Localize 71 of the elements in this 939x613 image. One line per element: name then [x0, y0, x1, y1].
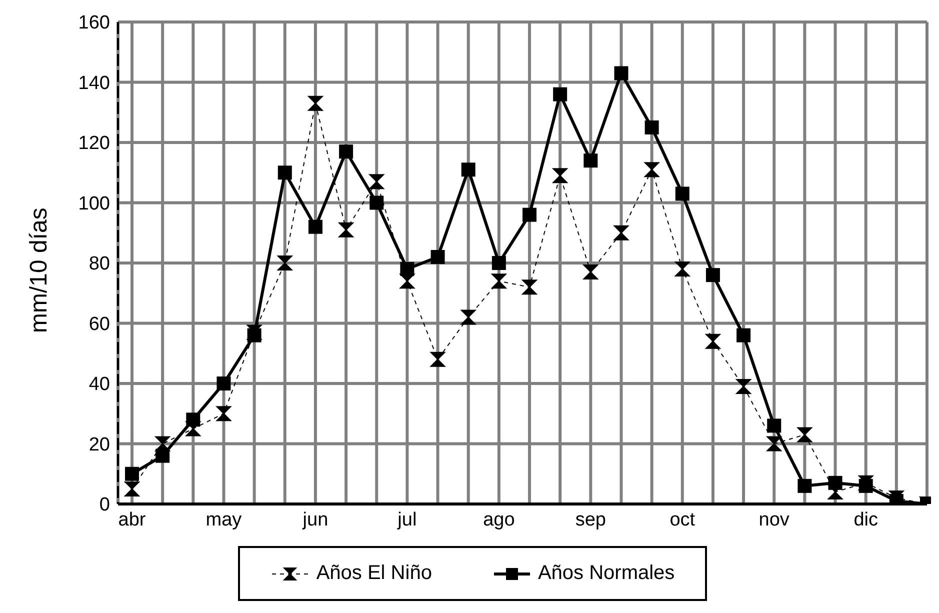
y-tick-label: 120 [78, 133, 110, 154]
point [644, 162, 660, 178]
point [522, 208, 536, 222]
x-tick-label: ago [483, 509, 515, 530]
point [369, 174, 384, 190]
point [186, 421, 201, 436]
point [584, 154, 598, 168]
point [246, 324, 262, 340]
point [674, 262, 690, 277]
point [675, 186, 690, 201]
point [278, 166, 292, 180]
x-tick-label: jun [302, 509, 328, 530]
point [186, 412, 200, 427]
x-tick-label: oct [670, 509, 696, 530]
point [766, 436, 782, 452]
point [308, 220, 322, 234]
y-tick-label: 140 [78, 72, 110, 94]
point [644, 120, 659, 134]
point [491, 274, 506, 289]
point [277, 256, 292, 270]
point [828, 484, 843, 500]
point [125, 466, 139, 481]
point [155, 436, 170, 452]
point [216, 376, 231, 390]
point [522, 280, 537, 295]
point [797, 427, 812, 442]
y-tick-label: 20 [88, 434, 110, 456]
point [614, 225, 629, 240]
x-tick-label: abr [118, 509, 146, 530]
point [370, 196, 384, 210]
legend-label: Años El Niño [316, 562, 432, 585]
point [400, 262, 414, 276]
point [736, 379, 752, 394]
point [247, 328, 262, 342]
y-tick-label: 160 [78, 12, 110, 34]
y-tick-label: 100 [78, 193, 110, 214]
point [858, 478, 873, 493]
x-tick-label: may [206, 509, 242, 530]
point [614, 66, 628, 80]
point [583, 264, 598, 280]
y-tick-label: 40 [88, 374, 110, 396]
x-tick-label: dic [854, 509, 878, 530]
point [552, 168, 568, 184]
y-axis-title: mm/10 días [26, 208, 53, 333]
point [828, 476, 842, 490]
point [430, 352, 446, 367]
point [124, 481, 140, 496]
point [798, 478, 812, 493]
point [216, 406, 232, 422]
point [705, 334, 720, 349]
point [338, 222, 354, 238]
y-tick-label: 60 [88, 314, 110, 335]
y-tick-label: 0 [99, 494, 110, 516]
y-tick-label: 80 [88, 254, 110, 275]
x-tick-label: nov [758, 509, 790, 530]
point [460, 310, 476, 325]
x-tick-label: jul [396, 509, 417, 530]
point [461, 162, 476, 177]
point [706, 268, 720, 282]
point [767, 418, 782, 433]
x-tick-label: sep [575, 509, 606, 530]
point [553, 87, 568, 102]
point [339, 144, 354, 159]
legend-label: Años Normales [538, 562, 675, 585]
point [308, 96, 323, 111]
point [400, 274, 415, 289]
point [492, 256, 506, 270]
point [430, 250, 445, 264]
point [736, 328, 751, 342]
point [156, 448, 170, 463]
point [858, 475, 874, 490]
